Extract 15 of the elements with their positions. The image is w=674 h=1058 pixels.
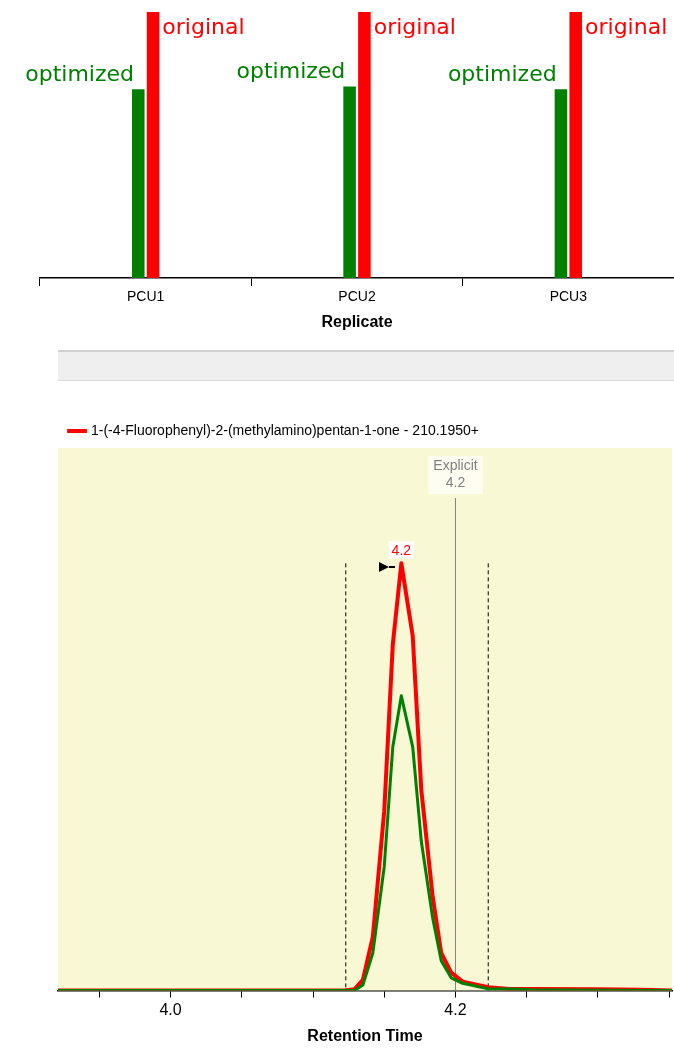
annotation: 4.2 <box>391 542 412 559</box>
x-tick-label: PCU3 <box>549 288 588 305</box>
x-axis-title: Retention Time <box>307 1026 423 1044</box>
x-tick-label: PCU1 <box>126 288 165 305</box>
text: optimized <box>447 60 557 86</box>
x-tick-label: PCU2 <box>338 288 376 305</box>
x-tick-label: 4.0 <box>159 1000 182 1018</box>
text: original <box>373 13 456 39</box>
series-label: original <box>162 13 245 39</box>
x-axis-title: Replicate <box>321 312 393 330</box>
text: optimized <box>236 58 346 84</box>
text: original <box>585 13 668 39</box>
ref-line-label: Explicit 4.2 <box>433 456 478 490</box>
legend-label: 1-(-4-Fluorophenyl)-2-(methylamino)pentan-1-one - 210.1950+ <box>91 421 479 438</box>
series-label: optimized <box>25 60 134 86</box>
